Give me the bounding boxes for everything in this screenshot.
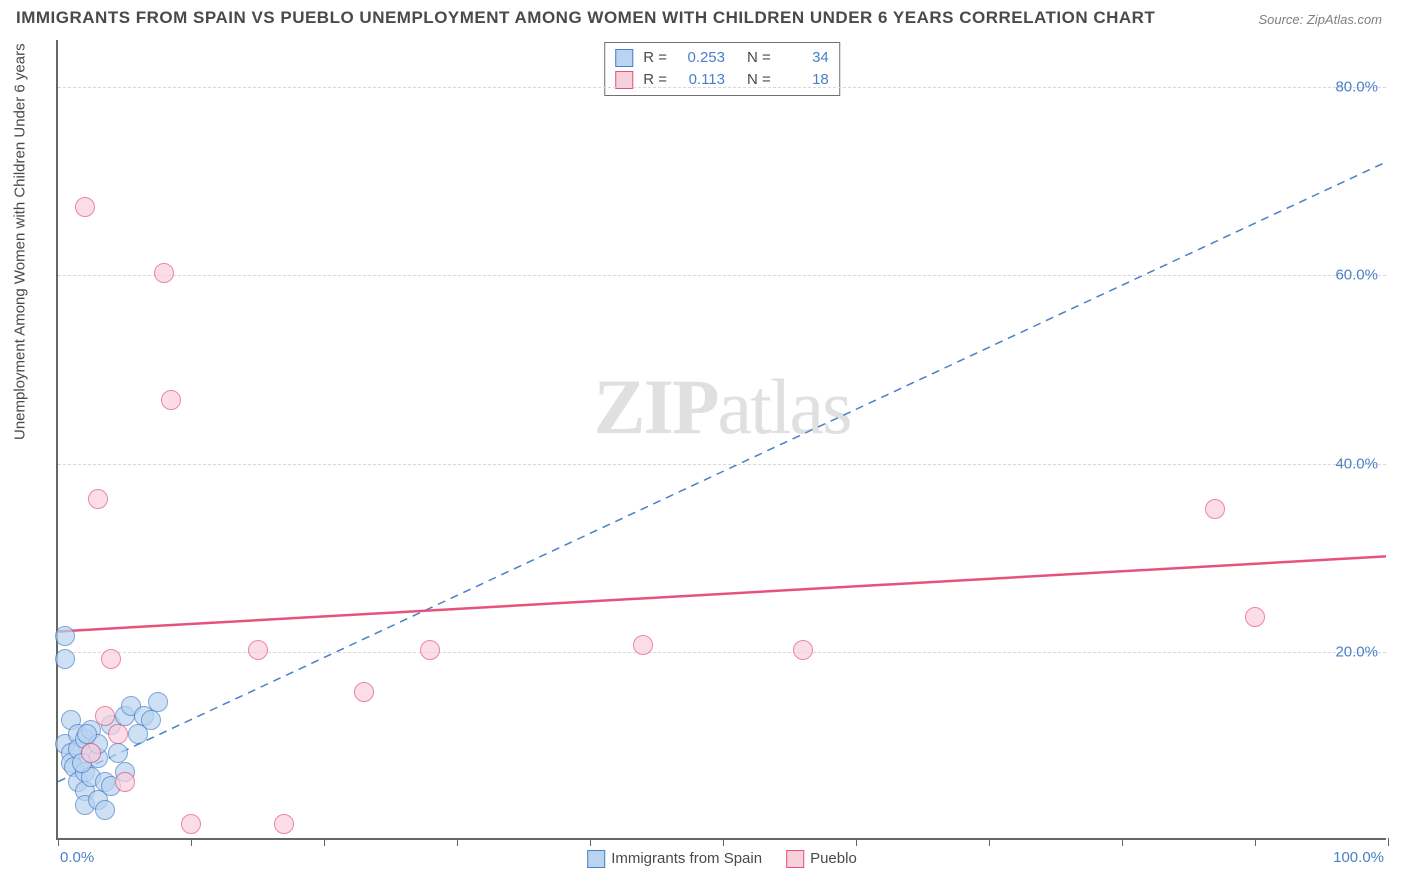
data-point: [274, 814, 294, 834]
data-point: [115, 772, 135, 792]
x-tick: [1255, 838, 1256, 846]
x-tick-label: 100.0%: [1333, 849, 1384, 866]
data-point: [181, 814, 201, 834]
data-point: [148, 692, 168, 712]
data-point: [1205, 499, 1225, 519]
legend-swatch: [587, 850, 605, 868]
chart-title: IMMIGRANTS FROM SPAIN VS PUEBLO UNEMPLOY…: [16, 8, 1155, 28]
data-point: [248, 640, 268, 660]
x-tick: [457, 838, 458, 846]
data-point: [633, 635, 653, 655]
gridline: [58, 464, 1386, 465]
data-point: [95, 800, 115, 820]
data-point: [1245, 607, 1265, 627]
data-point: [420, 640, 440, 660]
trend-line: [58, 162, 1386, 782]
data-point: [81, 743, 101, 763]
data-point: [793, 640, 813, 660]
y-axis-label: Unemployment Among Women with Children U…: [12, 43, 29, 440]
gridline: [58, 87, 1386, 88]
x-tick: [590, 838, 591, 846]
x-tick: [58, 838, 59, 846]
data-point: [55, 649, 75, 669]
trend-lines: [58, 40, 1386, 838]
legend-swatch: [615, 49, 633, 67]
trend-line: [58, 556, 1386, 631]
x-tick: [1122, 838, 1123, 846]
x-tick: [856, 838, 857, 846]
data-point: [161, 390, 181, 410]
scatter-plot-area: ZIPatlas R =0.253N =34R =0.113N =18 Immi…: [56, 40, 1386, 840]
watermark-logo: ZIPatlas: [594, 362, 851, 452]
legend-item: Immigrants from Spain: [587, 850, 762, 868]
y-tick-label: 40.0%: [1335, 455, 1378, 472]
stat-r-value: 0.253: [677, 47, 725, 69]
data-point: [141, 710, 161, 730]
y-tick-label: 60.0%: [1335, 267, 1378, 284]
stat-label: R =: [643, 47, 667, 69]
data-point: [154, 263, 174, 283]
data-point: [108, 724, 128, 744]
data-point: [354, 682, 374, 702]
data-point: [108, 743, 128, 763]
x-tick: [191, 838, 192, 846]
stat-n-value: 34: [781, 47, 829, 69]
legend-label: Pueblo: [810, 850, 857, 867]
stats-row: R = 0.253 N = 34: [615, 47, 829, 69]
source-attribution: Source: ZipAtlas.com: [1258, 12, 1382, 27]
x-tick-label: 0.0%: [60, 849, 94, 866]
x-tick: [324, 838, 325, 846]
data-point: [77, 724, 97, 744]
legend-swatch: [786, 850, 804, 868]
gridline: [58, 275, 1386, 276]
x-tick: [989, 838, 990, 846]
data-point: [55, 626, 75, 646]
stat-label: N =: [747, 47, 771, 69]
data-point: [88, 489, 108, 509]
legend-item: Pueblo: [786, 850, 857, 868]
x-tick: [1388, 838, 1389, 846]
y-tick-label: 80.0%: [1335, 79, 1378, 96]
data-point: [101, 649, 121, 669]
series-legend: Immigrants from Spain Pueblo: [587, 850, 857, 868]
data-point: [75, 197, 95, 217]
y-tick-label: 20.0%: [1335, 643, 1378, 660]
legend-label: Immigrants from Spain: [611, 850, 762, 867]
x-tick: [723, 838, 724, 846]
data-point: [95, 706, 115, 726]
